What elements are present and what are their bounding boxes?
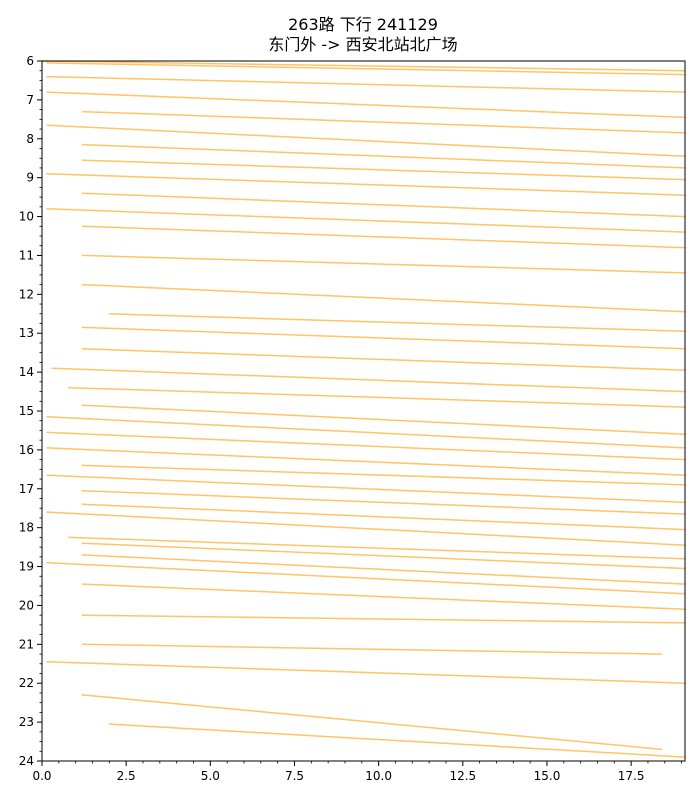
- trip-line-4: [46, 91, 686, 119]
- x-tick-label: 10.0: [365, 769, 392, 783]
- y-tick-label: 12: [19, 287, 34, 301]
- trip-line-9: [46, 173, 686, 196]
- y-tick-label: 22: [19, 676, 34, 690]
- x-tick-label: 7.5: [285, 769, 304, 783]
- trip-line-7: [81, 143, 686, 169]
- y-tick-label: 7: [26, 93, 34, 107]
- trip-line-27: [81, 503, 686, 531]
- trip-line-5: [81, 110, 686, 134]
- trip-line-8: [81, 159, 686, 181]
- trip-line-33: [81, 583, 686, 611]
- trip-line-18: [51, 367, 686, 393]
- trip-line-23: [46, 447, 686, 476]
- trip-line-38: [108, 723, 686, 758]
- y-tick-label: 13: [19, 326, 34, 340]
- y-tick-label: 15: [19, 404, 34, 418]
- trip-line-1: [41, 60, 686, 72]
- trip-line-29: [68, 536, 686, 560]
- trip-line-19: [68, 386, 686, 408]
- trip-line-14: [81, 283, 686, 313]
- y-tick-label: 9: [26, 171, 34, 185]
- trip-line-16: [81, 326, 686, 350]
- trip-line-20: [81, 404, 686, 436]
- trip-line-31: [81, 554, 686, 585]
- y-tick-label: 10: [19, 210, 34, 224]
- chart-title: 263路 下行 241129: [288, 15, 438, 34]
- trip-line-30: [81, 542, 686, 570]
- y-tick-label: 6: [26, 54, 34, 68]
- y-tick-label: 23: [19, 715, 34, 729]
- trip-line-21: [46, 416, 686, 449]
- trip-line-6: [46, 124, 686, 158]
- y-tick-label: 20: [19, 598, 34, 612]
- y-tick-label: 14: [19, 365, 34, 379]
- trip-line-22: [46, 431, 686, 461]
- trip-line-36: [46, 661, 686, 684]
- trip-line-28: [46, 511, 686, 546]
- trip-line-32: [46, 561, 686, 595]
- trip-line-17: [81, 348, 686, 371]
- x-tick-label: 12.5: [449, 769, 476, 783]
- y-axis: 6 7 8 9 10 11 12 13 14 15 16 17 18 19 20 21 22 23 24: [19, 54, 42, 768]
- trip-line-24: [81, 464, 686, 486]
- y-tick-label: 19: [19, 560, 34, 574]
- trip-line-2: [46, 62, 686, 76]
- x-tick-label: 17.5: [618, 769, 645, 783]
- trip-line-35: [81, 643, 663, 655]
- plot-frame: [41, 60, 686, 762]
- trip-line-37: [81, 694, 663, 751]
- x-tick-label: 15.0: [534, 769, 561, 783]
- trip-line-12: [81, 225, 686, 249]
- y-tick-label: 21: [19, 637, 34, 651]
- trip-line-25: [46, 474, 686, 504]
- trip-line-26: [81, 489, 686, 515]
- x-tick-label: 0.0: [32, 769, 51, 783]
- y-tick-label: 18: [19, 521, 34, 535]
- x-tick-label: 5.0: [201, 769, 220, 783]
- y-tick-label: 8: [26, 132, 34, 146]
- trip-line-10: [81, 192, 686, 218]
- trip-line-34: [81, 614, 686, 624]
- x-axis: 0.0 2.5 5.0 7.5 10.0 12.5 15.0 17.5: [32, 761, 683, 783]
- chart-subtitle: 东门外 -> 西安北站北广场: [268, 35, 457, 54]
- y-tick-label: 17: [19, 482, 34, 496]
- trip-line-15: [108, 313, 686, 333]
- trip-line-11: [46, 208, 686, 233]
- y-tick-label: 16: [19, 443, 34, 457]
- y-tick-label: 11: [19, 248, 34, 262]
- x-tick-label: 2.5: [117, 769, 136, 783]
- trip-line-13: [81, 254, 686, 274]
- trip-line-3: [46, 75, 686, 93]
- y-tick-label: 24: [19, 754, 34, 768]
- trip-traces: [41, 60, 686, 758]
